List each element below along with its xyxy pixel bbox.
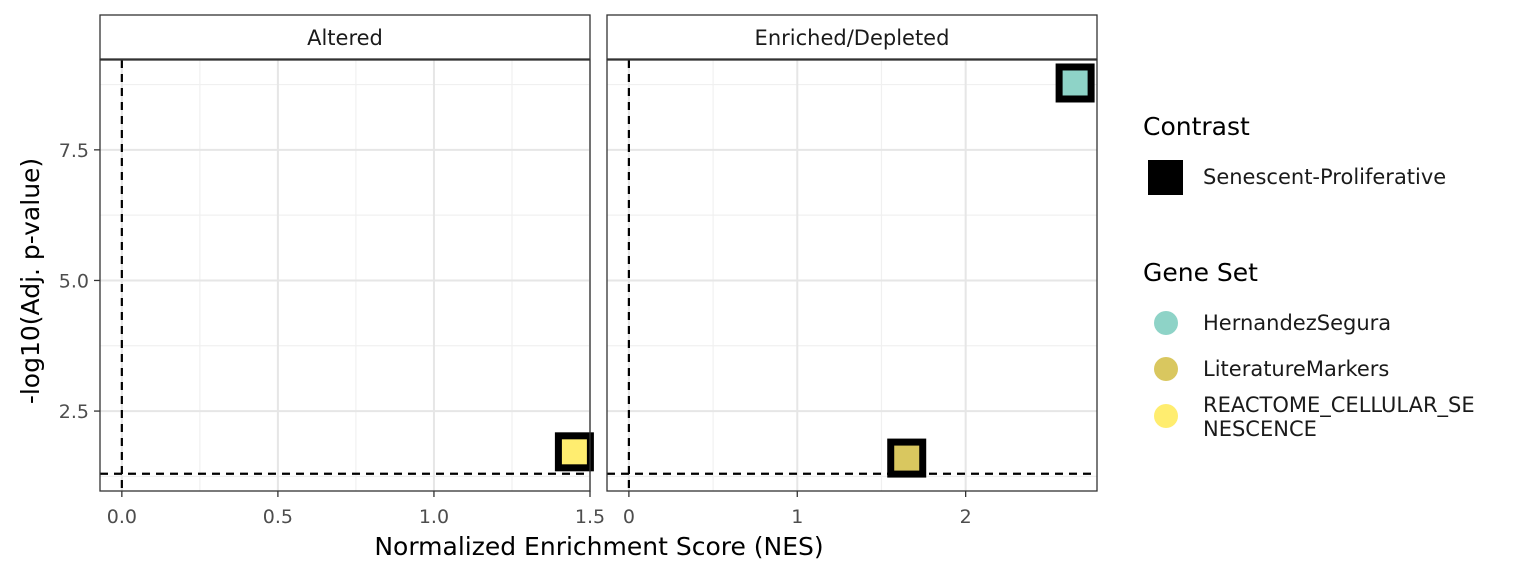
legend-key-square	[1148, 160, 1183, 195]
x-tick-label: 1.5	[575, 506, 605, 528]
legend-label: Senescent-Proliferative	[1203, 165, 1446, 189]
panel-background	[100, 60, 590, 491]
facet-strip-title: Enriched/Depleted	[755, 26, 950, 50]
facet-strip-title: Altered	[307, 26, 383, 50]
data-point	[1055, 63, 1095, 103]
x-axis-title: Normalized Enrichment Score (NES)	[374, 532, 823, 561]
y-axis-title: -log10(Adj. p-value)	[16, 158, 45, 404]
legend-label: LiteratureMarkers	[1203, 357, 1389, 381]
legend-title: Gene Set	[1143, 258, 1258, 287]
x-tick-label: 2	[960, 506, 972, 528]
data-point	[887, 438, 927, 478]
panel-border	[606, 59, 1098, 492]
y-tick-label: 5.0	[59, 270, 89, 292]
x-tick-label: 1	[791, 506, 803, 528]
data-point	[554, 432, 594, 472]
legend-key-circle	[1154, 311, 1178, 335]
facet-strip	[606, 14, 1098, 60]
y-tick-label: 2.5	[59, 401, 89, 423]
legend-label: HernandezSegura	[1203, 311, 1391, 335]
x-tick-label: 0.0	[107, 506, 137, 528]
panel-background	[607, 60, 1097, 491]
y-tick-label: 7.5	[59, 140, 89, 162]
x-tick-label: 0.5	[263, 506, 293, 528]
legend-key-circle	[1154, 357, 1178, 381]
facet-strip	[99, 14, 591, 60]
legend-label: REACTOME_CELLULAR_SE NESCENCE	[1203, 393, 1475, 441]
x-tick-label: 0	[623, 506, 635, 528]
x-tick-label: 1.0	[419, 506, 449, 528]
legend-title: Contrast	[1143, 112, 1250, 141]
legend-key-circle	[1154, 404, 1178, 428]
panel-border	[99, 59, 591, 492]
